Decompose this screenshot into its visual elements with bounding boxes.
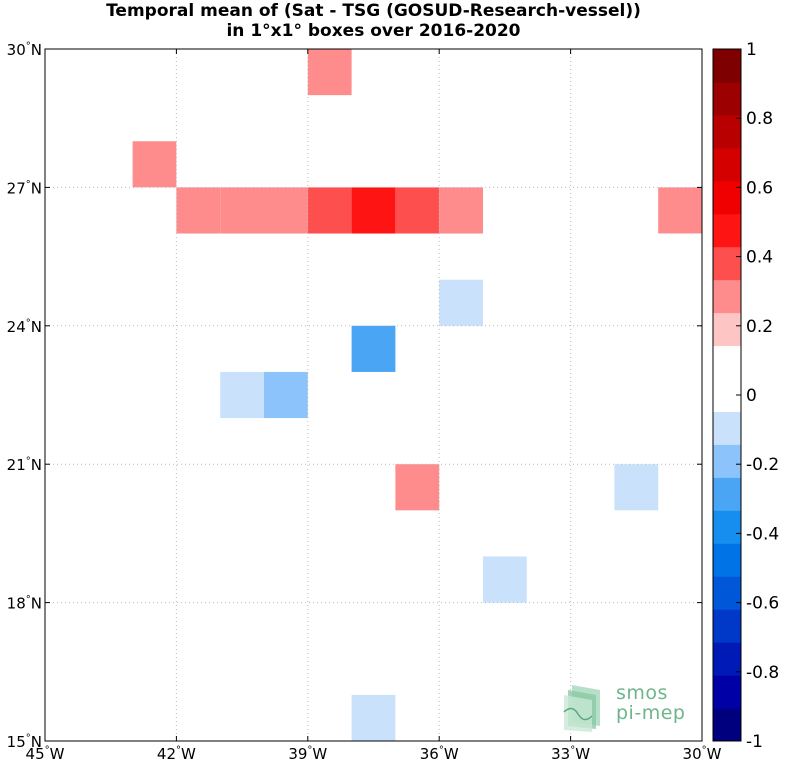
heatmap-cell xyxy=(264,49,308,96)
colorbar-tick-label: 1 xyxy=(746,40,757,60)
colorbar-tick-label: 0.6 xyxy=(746,178,773,198)
heatmap-cell xyxy=(264,187,308,234)
heatmap-cell xyxy=(307,187,352,234)
heatmap-cell xyxy=(351,694,396,741)
colorbar-segment xyxy=(713,642,741,676)
logo-text-smos: smos xyxy=(616,682,668,704)
heatmap-cell xyxy=(614,464,659,511)
smos-pi-mep-logo: smos pi-mep xyxy=(560,682,700,732)
colorbar-segment xyxy=(713,576,741,610)
colorbar-segment xyxy=(713,345,741,380)
y-tick-label: 15°N xyxy=(7,733,42,751)
chart-title-line-2: in 1°x1° boxes over 2016-2020 xyxy=(226,21,521,41)
heatmap-cell xyxy=(351,187,396,234)
heatmap-cell xyxy=(351,325,396,372)
heatmap-cell xyxy=(176,187,221,234)
colorbar-segment xyxy=(713,477,741,511)
colorbar-segment xyxy=(713,49,741,83)
colorbar-segment xyxy=(713,180,741,215)
colorbar-segment xyxy=(713,543,741,577)
heatmap-cell xyxy=(132,95,177,142)
colorbar-segment xyxy=(713,147,741,182)
heatmap-cell xyxy=(264,371,308,419)
colorbar-segment xyxy=(713,444,741,478)
colorbar-segment xyxy=(713,411,741,445)
colorbar-tick-label: -0.8 xyxy=(746,663,779,683)
x-tick-label: 39°W xyxy=(288,745,327,763)
heatmap-cell xyxy=(132,187,177,234)
heatmap-cell xyxy=(658,233,702,280)
colorbar-tick-label: 0.8 xyxy=(746,109,773,129)
colorbar: 1 0.8 0.6 0.4 0.2 0 -0.2 -0.4 -0.6 -0.8 -1 xyxy=(712,40,779,752)
heatmap-cell xyxy=(45,233,89,280)
colorbar-segment xyxy=(713,114,741,149)
chart-title-line-1: Temporal mean of (Sat - TSG (GOSUD-Resea… xyxy=(106,1,641,21)
x-tick-label: 36°W xyxy=(420,745,459,763)
logo-text-pi-mep: pi-mep xyxy=(616,702,686,724)
heatmap-cell xyxy=(264,325,308,372)
x-tick-label: 33°W xyxy=(551,745,590,763)
logo-mark-icon xyxy=(563,685,600,732)
y-tick-label: 24°N xyxy=(7,318,42,336)
heatmap-cell xyxy=(483,556,527,603)
x-tick-label: 45°W xyxy=(26,745,65,763)
heatmap-cell xyxy=(658,187,702,234)
heatmap-cell xyxy=(45,187,89,234)
colorbar-tick-label: -0.2 xyxy=(746,455,779,475)
heatmap-cell xyxy=(132,371,177,419)
heatmap-cell xyxy=(439,187,483,234)
heatmap-cell xyxy=(176,141,221,188)
colorbar-tick-label: 0.2 xyxy=(746,317,773,337)
x-axis: 45°W 42°W 39°W 36°W 33°W 30°W xyxy=(26,49,722,763)
y-tick-label: 21°N xyxy=(7,456,42,474)
heatmap-cell xyxy=(220,371,264,419)
colorbar-tick-label: -0.4 xyxy=(746,524,779,544)
heatmap-cell xyxy=(220,325,264,372)
colorbar-tick-label: 0 xyxy=(746,386,757,406)
y-tick-label: 27°N xyxy=(7,179,42,197)
y-tick-label: 18°N xyxy=(7,595,42,613)
x-tick-label: 42°W xyxy=(157,745,196,763)
heatmap-cell xyxy=(132,141,177,188)
colorbar-segment xyxy=(713,609,741,643)
x-tick-label: 30°W xyxy=(683,745,722,763)
colorbar-tick-label: 0.4 xyxy=(746,248,773,268)
plot-frame xyxy=(44,48,703,742)
heatmap-cell xyxy=(132,49,177,96)
colorbar-segment xyxy=(713,213,741,248)
colorbar-tick-label: -0.6 xyxy=(746,594,779,614)
heatmap-cell xyxy=(395,464,440,511)
heatmap-cell xyxy=(395,187,440,234)
heatmap-cell xyxy=(88,141,133,188)
heatmap-cell xyxy=(307,49,352,96)
colorbar-tick-label: -1 xyxy=(746,732,763,752)
colorbar-segment xyxy=(713,246,741,281)
heatmap-cell xyxy=(614,233,659,280)
heatmap-cell xyxy=(220,187,264,234)
colorbar-segment xyxy=(713,675,741,709)
heatmap-cell xyxy=(570,187,615,234)
heatmap-cells xyxy=(45,49,702,741)
colorbar-segment xyxy=(713,708,741,742)
heatmap-cell xyxy=(439,279,483,326)
colorbar-segment xyxy=(713,279,741,314)
colorbar-segment xyxy=(713,81,741,116)
y-axis: 15°N 18°N 21°N 24°N 27°N 30°N xyxy=(7,41,702,751)
heatmap-cell xyxy=(220,49,264,96)
y-tick-label: 30°N xyxy=(7,41,42,59)
colorbar-segment xyxy=(713,510,741,544)
colorbar-segment xyxy=(713,312,741,347)
